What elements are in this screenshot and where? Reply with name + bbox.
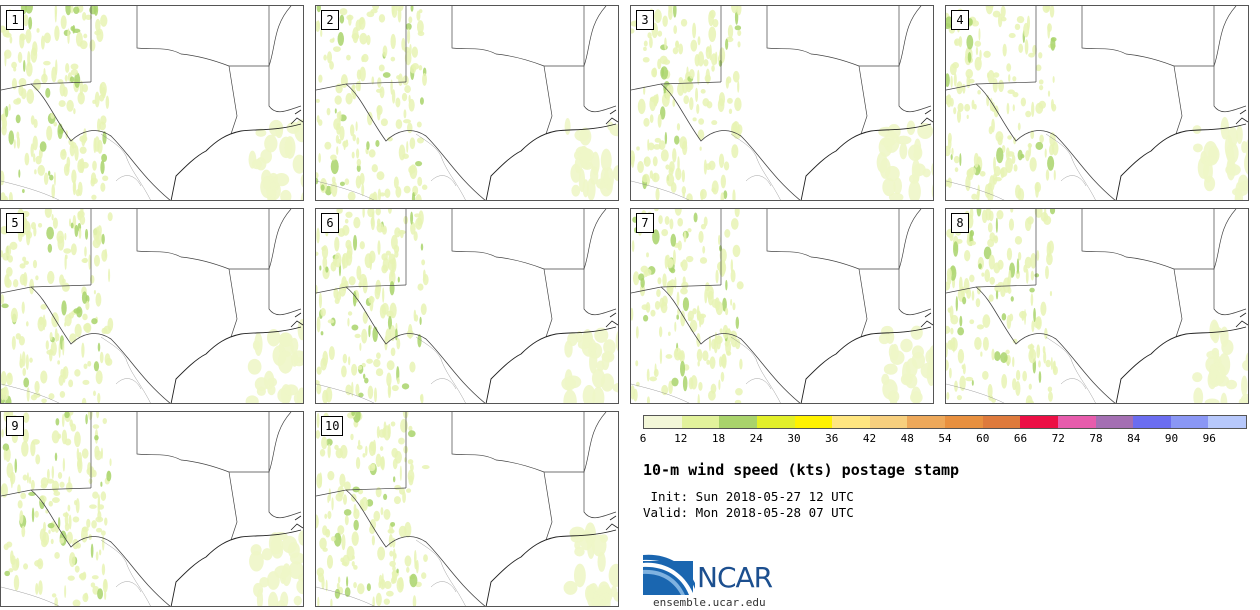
colorbar-swatch (794, 416, 833, 428)
panel-number: 5 (6, 213, 24, 233)
panel-number: 2 (321, 10, 339, 30)
ncar-logo-text: NCAR (697, 561, 773, 594)
stamp-panel-2: 2 (315, 5, 619, 201)
colorbar-tick-label: 18 (711, 432, 726, 445)
map-8 (946, 209, 1248, 403)
colorbar-swatch (681, 416, 720, 428)
map-9 (1, 412, 303, 606)
stamp-panel-7: 7 (630, 208, 934, 404)
colorbar-swatch (982, 416, 1021, 428)
panel-number: 3 (636, 10, 654, 30)
init-time: Init: Sun 2018-05-27 12 UTC (643, 489, 854, 504)
map-6 (316, 209, 618, 403)
colorbar-tick-label: 54 (938, 432, 952, 445)
valid-time: Valid: Mon 2018-05-28 07 UTC (643, 505, 854, 520)
stamp-panel-1: 1 (0, 5, 304, 201)
map-10 (316, 412, 618, 606)
colorbar-tick-label: 42 (862, 432, 877, 445)
site-url: ensemble.ucar.edu (653, 596, 766, 609)
colorbar-swatch (907, 416, 945, 428)
panel-number: 10 (321, 416, 344, 436)
colorbar-tick-label: 72 (1051, 432, 1065, 445)
colorbar-tick-label: 78 (1089, 432, 1103, 445)
map-3 (631, 6, 933, 200)
colorbar-swatch (1170, 416, 1209, 428)
panel-number: 7 (636, 213, 654, 233)
panel-number: 1 (6, 10, 24, 30)
colorbar-tick-label: 90 (1164, 432, 1179, 445)
map-1 (1, 6, 303, 200)
colorbar-tick-label: 6 (639, 432, 647, 445)
panel-number: 9 (6, 416, 24, 436)
colorbar-tick-label: 60 (976, 432, 990, 445)
map-4 (946, 6, 1248, 200)
colorbar-tick-label: 96 (1202, 432, 1216, 445)
colorbar-swatch (1133, 416, 1171, 428)
colorbar-tick-label: 36 (825, 432, 839, 445)
chart-title: 10-m wind speed (kts) postage stamp (643, 461, 960, 479)
stamp-panel-9: 9 (0, 411, 304, 607)
panel-number: 8 (951, 213, 969, 233)
map-2 (316, 6, 618, 200)
stamp-panel-3: 3 (630, 5, 934, 201)
colorbar-swatch (1208, 416, 1246, 428)
colorbar-swatch (719, 416, 757, 428)
colorbar-swatch (1020, 416, 1058, 428)
colorbar-swatch (945, 416, 983, 428)
map-5 (1, 209, 303, 403)
panel-number: 4 (951, 10, 969, 30)
panel-number: 6 (321, 213, 339, 233)
colorbar-tick-label: 48 (900, 432, 914, 445)
colorbar-tick-label: 24 (749, 432, 763, 445)
colorbar-swatch (1095, 416, 1134, 428)
colorbar-tick-label: 84 (1127, 432, 1141, 445)
colorbar-tick-label: 66 (1013, 432, 1028, 445)
map-7 (631, 209, 933, 403)
stamp-panel-5: 5 (0, 208, 304, 404)
colorbar-ticks: 6 12 18 24 30 36 42 48 54 60 66 72 78 84 90 96 (639, 429, 1247, 445)
colorbar-swatch (1057, 416, 1096, 428)
color-legend: 6 12 18 24 30 36 42 48 54 60 66 72 78 84 90 96 (639, 415, 1247, 445)
colorbar (643, 415, 1247, 429)
colorbar-tick-label: 30 (787, 432, 801, 445)
stamp-panel-10: 10 (315, 411, 619, 607)
ncar-logo-icon (643, 554, 695, 595)
colorbar-swatch (832, 416, 870, 428)
colorbar-tick-label: 12 (674, 432, 688, 445)
colorbar-swatch (756, 416, 795, 428)
colorbar-swatch (644, 416, 682, 428)
stamp-panel-4: 4 (945, 5, 1249, 201)
stamp-panel-8: 8 (945, 208, 1249, 404)
stamp-panel-6: 6 (315, 208, 619, 404)
colorbar-swatch (869, 416, 908, 428)
